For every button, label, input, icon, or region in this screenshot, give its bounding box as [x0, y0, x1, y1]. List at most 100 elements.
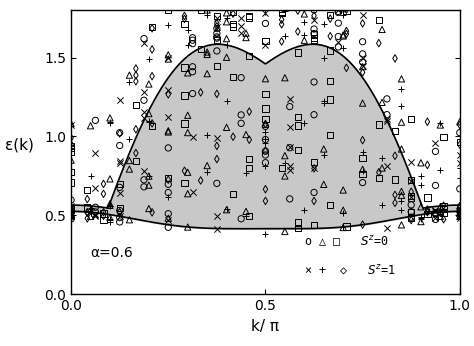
- Point: [116, 143, 123, 148]
- Point: [417, 214, 425, 220]
- Point: [437, 209, 444, 214]
- Point: [456, 142, 464, 147]
- Point: [359, 168, 366, 174]
- Point: [262, 148, 269, 154]
- Point: [132, 79, 140, 84]
- Point: [164, 92, 172, 97]
- Point: [432, 208, 439, 213]
- Point: [164, 114, 172, 119]
- Point: [106, 120, 114, 126]
- Point: [456, 208, 464, 213]
- Point: [407, 177, 415, 183]
- Point: [246, 54, 253, 59]
- Point: [229, 192, 237, 197]
- Point: [437, 167, 444, 173]
- Point: [437, 213, 444, 219]
- Point: [310, 7, 318, 12]
- Point: [197, 178, 204, 183]
- Point: [437, 120, 444, 125]
- Point: [140, 98, 148, 103]
- Point: [391, 129, 399, 134]
- Point: [335, 44, 342, 50]
- Point: [203, 170, 211, 175]
- Point: [213, 24, 220, 30]
- Point: [456, 203, 464, 209]
- Point: [223, 55, 230, 60]
- Point: [278, 6, 285, 11]
- Point: [116, 208, 123, 213]
- Point: [145, 206, 153, 211]
- Point: [164, 177, 172, 182]
- Point: [262, 124, 269, 129]
- Point: [106, 215, 114, 220]
- Point: [100, 191, 107, 197]
- Point: [417, 160, 425, 165]
- Point: [281, 34, 289, 39]
- Point: [213, 37, 220, 43]
- Point: [286, 104, 293, 109]
- Point: [184, 191, 191, 197]
- Point: [213, 15, 220, 21]
- Point: [294, 123, 301, 128]
- Point: [339, 225, 347, 230]
- Point: [335, 20, 342, 26]
- Point: [164, 128, 172, 134]
- Point: [456, 211, 464, 217]
- Point: [437, 204, 444, 209]
- Point: [343, 28, 350, 34]
- Point: [339, 187, 347, 193]
- Point: [189, 69, 196, 74]
- Point: [67, 143, 75, 149]
- Point: [164, 194, 172, 199]
- Point: [335, 39, 342, 45]
- Point: [83, 188, 91, 193]
- Point: [246, 156, 253, 162]
- Point: [67, 207, 75, 212]
- Point: [189, 189, 196, 195]
- Point: [378, 27, 386, 32]
- Point: [278, 10, 285, 15]
- Point: [398, 146, 405, 152]
- Point: [383, 225, 391, 231]
- Point: [456, 210, 464, 216]
- Point: [343, 7, 350, 12]
- Point: [310, 35, 318, 41]
- Point: [229, 134, 237, 139]
- Point: [440, 134, 447, 140]
- Point: [164, 55, 172, 61]
- Point: [67, 212, 75, 217]
- Point: [437, 122, 444, 128]
- Point: [140, 184, 148, 190]
- Point: [83, 210, 91, 216]
- Point: [391, 192, 399, 198]
- Point: [343, 8, 350, 13]
- Point: [432, 210, 439, 216]
- Point: [106, 219, 114, 224]
- Point: [246, 165, 253, 171]
- Point: [106, 202, 114, 208]
- Point: [213, 181, 220, 186]
- Point: [398, 193, 405, 198]
- Point: [213, 143, 220, 149]
- Point: [262, 38, 269, 44]
- Point: [213, 227, 220, 232]
- Point: [278, 11, 285, 16]
- Point: [359, 222, 366, 227]
- Point: [246, 13, 253, 19]
- Point: [189, 37, 196, 43]
- Point: [327, 202, 334, 208]
- Point: [320, 55, 328, 61]
- Point: [440, 206, 447, 211]
- Point: [278, 6, 285, 12]
- Point: [67, 213, 75, 218]
- Point: [407, 210, 415, 215]
- Point: [310, 13, 318, 18]
- Point: [126, 136, 133, 142]
- Point: [116, 209, 123, 215]
- Point: [237, 216, 245, 221]
- Point: [189, 134, 196, 140]
- Point: [310, 18, 318, 23]
- Point: [181, 168, 188, 174]
- Point: [278, 21, 285, 27]
- Point: [424, 209, 431, 215]
